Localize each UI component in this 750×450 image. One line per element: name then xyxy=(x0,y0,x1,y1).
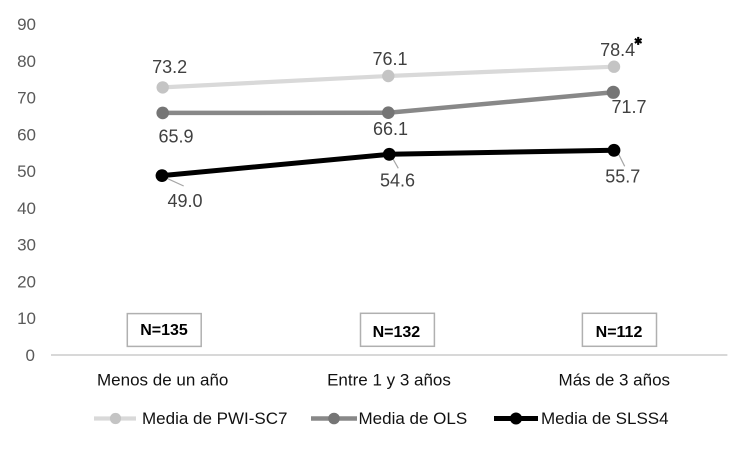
svg-text:70: 70 xyxy=(17,89,36,108)
svg-text:Entre 1 y 3 años: Entre 1 y 3 años xyxy=(327,371,451,390)
svg-text:55.7: 55.7 xyxy=(605,166,640,186)
svg-text:54.6: 54.6 xyxy=(380,171,415,191)
svg-text:66.1: 66.1 xyxy=(373,119,408,139)
svg-text:20: 20 xyxy=(17,272,36,291)
svg-text:73.2: 73.2 xyxy=(152,57,187,77)
svg-text:10: 10 xyxy=(17,309,36,328)
svg-text:N=135: N=135 xyxy=(140,322,188,339)
svg-text:40: 40 xyxy=(17,199,36,218)
svg-text:78.4: 78.4 xyxy=(600,40,635,60)
svg-text:N=132: N=132 xyxy=(373,324,421,341)
svg-text:71.7: 71.7 xyxy=(611,97,646,117)
svg-text:76.1: 76.1 xyxy=(372,49,407,69)
svg-text:Media de OLS: Media de OLS xyxy=(359,409,468,428)
svg-text:Media de PWI-SC7: Media de PWI-SC7 xyxy=(142,409,288,428)
svg-text:90: 90 xyxy=(17,15,36,34)
svg-text:65.9: 65.9 xyxy=(158,127,193,147)
svg-text:Más de 3 años: Más de 3 años xyxy=(559,371,671,390)
svg-text:60: 60 xyxy=(17,125,36,144)
svg-text:N=112: N=112 xyxy=(596,324,643,341)
svg-text:80: 80 xyxy=(17,52,36,71)
svg-text:49.0: 49.0 xyxy=(167,191,202,211)
svg-text:30: 30 xyxy=(17,236,36,255)
svg-text:Media de SLSS4: Media de SLSS4 xyxy=(541,409,669,428)
svg-text:Menos de un año: Menos de un año xyxy=(97,371,228,390)
svg-text:0: 0 xyxy=(26,346,35,365)
svg-text:50: 50 xyxy=(17,162,36,181)
